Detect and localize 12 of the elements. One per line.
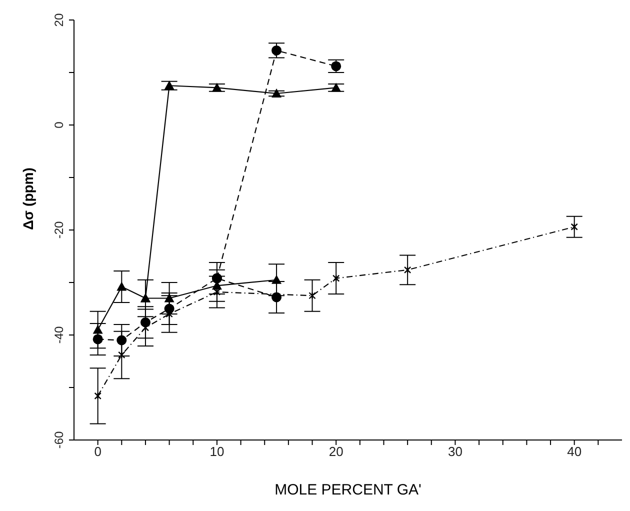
x-axis-title: MOLE PERCENT GA' — [274, 482, 422, 499]
x-tick-label: 40 — [567, 444, 582, 460]
y-tick-label: -60 — [52, 431, 66, 449]
y-tick-label: -40 — [52, 326, 66, 344]
y-axis-title: Δσ (ppm) — [20, 168, 36, 230]
x-tick-label: 0 — [94, 444, 102, 460]
y-tick-label: 0 — [52, 121, 66, 128]
x-tick-label: 30 — [448, 444, 462, 460]
y-tick-label: -20 — [52, 221, 66, 239]
x-tick-label: 10 — [210, 444, 224, 460]
y-tick-label: 20 — [52, 13, 66, 27]
x-tick-label: 20 — [328, 444, 344, 460]
